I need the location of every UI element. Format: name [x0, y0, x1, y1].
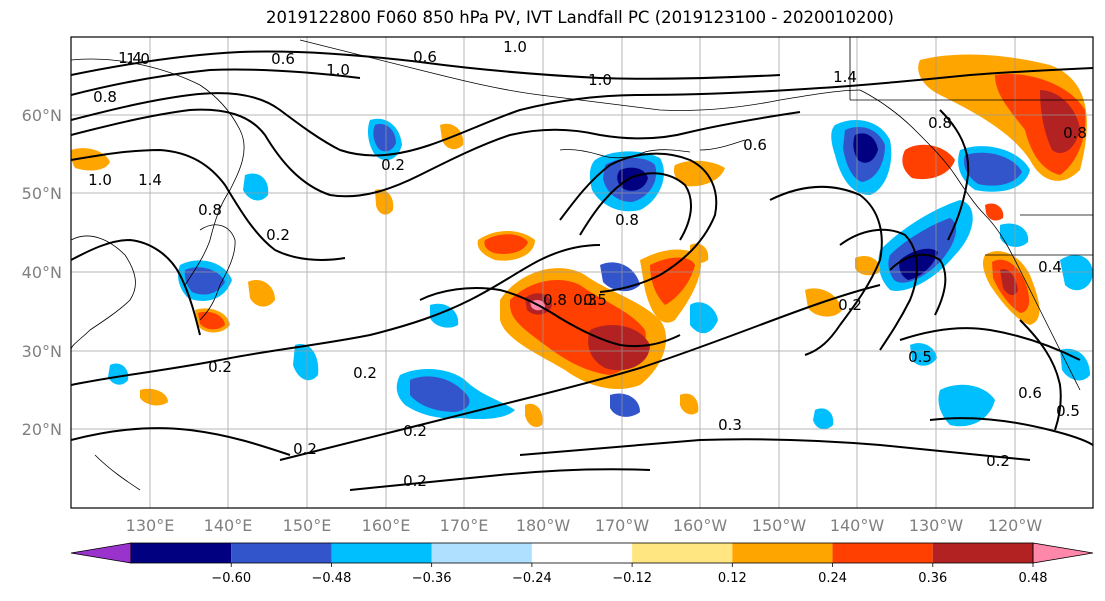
colorbar-segment	[431, 543, 532, 563]
colorbar-tick-label: −0.12	[612, 571, 652, 586]
colorbar-segment	[632, 543, 733, 563]
contour-label: 0.6	[413, 48, 437, 66]
colorbar-segment	[932, 543, 1033, 563]
longitude-label: 120°W	[988, 516, 1043, 535]
contour-label: 0.8	[615, 211, 639, 229]
colorbar-tick-label: −0.36	[412, 571, 452, 586]
longitude-labels: 130°E 140°E 150°E 160°E 170°E 180°W 170°W 160°W…	[126, 516, 1043, 535]
contour-label: 0.2	[838, 296, 862, 314]
contour-label: 0.2	[266, 226, 290, 244]
graticule	[71, 37, 1093, 508]
contour-label: 0.2	[403, 472, 427, 490]
colorbar-tick-label: 0.24	[818, 571, 847, 586]
colorbar-tick-label: −0.24	[512, 571, 552, 586]
contour-label: 0.5	[583, 291, 607, 309]
colorbar-segment	[131, 543, 232, 563]
contour-label: 0.4	[1038, 258, 1062, 276]
colorbar-tick-label: 0.36	[918, 571, 947, 586]
colorbar-segment	[331, 543, 432, 563]
contour-label: 0.5	[908, 348, 932, 366]
longitude-label: 130°E	[126, 516, 175, 535]
colorbar-segment	[231, 543, 332, 563]
contour-label: 1.4	[138, 171, 162, 189]
coastlines	[71, 37, 1093, 491]
colorbar-tick-label: 0.12	[718, 571, 747, 586]
longitude-label: 140°E	[204, 516, 253, 535]
contour-label: 0.8	[928, 114, 952, 132]
contour-label: 1.4	[833, 68, 857, 86]
contour-label: 0.2	[381, 156, 405, 174]
contour-label: 1.0	[503, 38, 527, 56]
contour-labels: 1.41.0 0.61.00.61.01.0 1.40.80.20.20.80.60…	[88, 38, 1087, 490]
latitude-label: 30°N	[22, 342, 62, 361]
longitude-label: 130°W	[909, 516, 964, 535]
contour-label: 0.2	[986, 452, 1010, 470]
latitude-label: 40°N	[22, 263, 62, 282]
longitude-label: 150°E	[283, 516, 332, 535]
contour-label: 1.0	[588, 71, 612, 89]
longitude-label: 140°W	[830, 516, 885, 535]
contour-label: 0.2	[208, 358, 232, 376]
map-title: 2019122800 F060 850 hPa PV, IVT Landfall…	[266, 8, 894, 27]
longitude-label: 150°W	[752, 516, 807, 535]
contour-label: 0.2	[293, 440, 317, 458]
longitude-label: 160°E	[362, 516, 411, 535]
contour-label: 0.2	[353, 364, 377, 382]
colorbar-tick-label: 0.48	[1019, 571, 1048, 586]
contour-label: 0.8	[1063, 124, 1087, 142]
longitude-label: 170°W	[595, 516, 650, 535]
colorbar-segment	[531, 543, 633, 563]
plot-frame	[70, 36, 1094, 509]
longitude-label: 160°W	[673, 516, 728, 535]
colorbar-tick-label: −0.60	[211, 571, 251, 586]
latitude-label: 50°N	[22, 184, 62, 203]
longitude-label: 170°E	[440, 516, 489, 535]
contour-label: 0.8	[543, 291, 567, 309]
contour-label: 0.3	[718, 416, 742, 434]
colorbar-frame	[130, 542, 1034, 564]
contour-label: 0.5	[1056, 402, 1080, 420]
contour-label: 0.6	[1018, 384, 1042, 402]
contour-label: 0.6	[271, 50, 295, 68]
shaded-anomaly-field	[71, 54, 1093, 430]
latitude-label: 60°N	[22, 106, 62, 125]
colorbar-tick-labels: −0.60 −0.48 −0.36 −0.24 −0.12 0.12 0.24 0.36 0.4…	[211, 563, 1048, 586]
latitude-label: 20°N	[22, 420, 62, 439]
contour-label: 0.3	[573, 291, 597, 309]
colorbar-extend-max	[1032, 542, 1094, 564]
colorbar	[70, 542, 1094, 564]
contour-label: 0.2	[403, 422, 427, 440]
contour-label: 0.8	[198, 201, 222, 219]
latitude-labels: 60°N 50°N 40°N 30°N 20°N	[22, 106, 62, 439]
colorbar-segment	[732, 543, 833, 563]
colorbar-tick-label: −0.48	[312, 571, 352, 586]
longitude-label: 180°W	[516, 516, 571, 535]
contour-label: 1.0	[126, 50, 150, 68]
contour-label: 0.8	[93, 88, 117, 106]
contour-label: 1.0	[88, 171, 112, 189]
contour-label: 0.6	[743, 136, 767, 154]
contour-label: 1.4	[118, 49, 142, 67]
contour-label: 1.0	[326, 61, 350, 79]
colorbar-segment	[832, 543, 933, 563]
contour-lines	[71, 50, 1093, 491]
colorbar-extend-min	[70, 542, 132, 564]
